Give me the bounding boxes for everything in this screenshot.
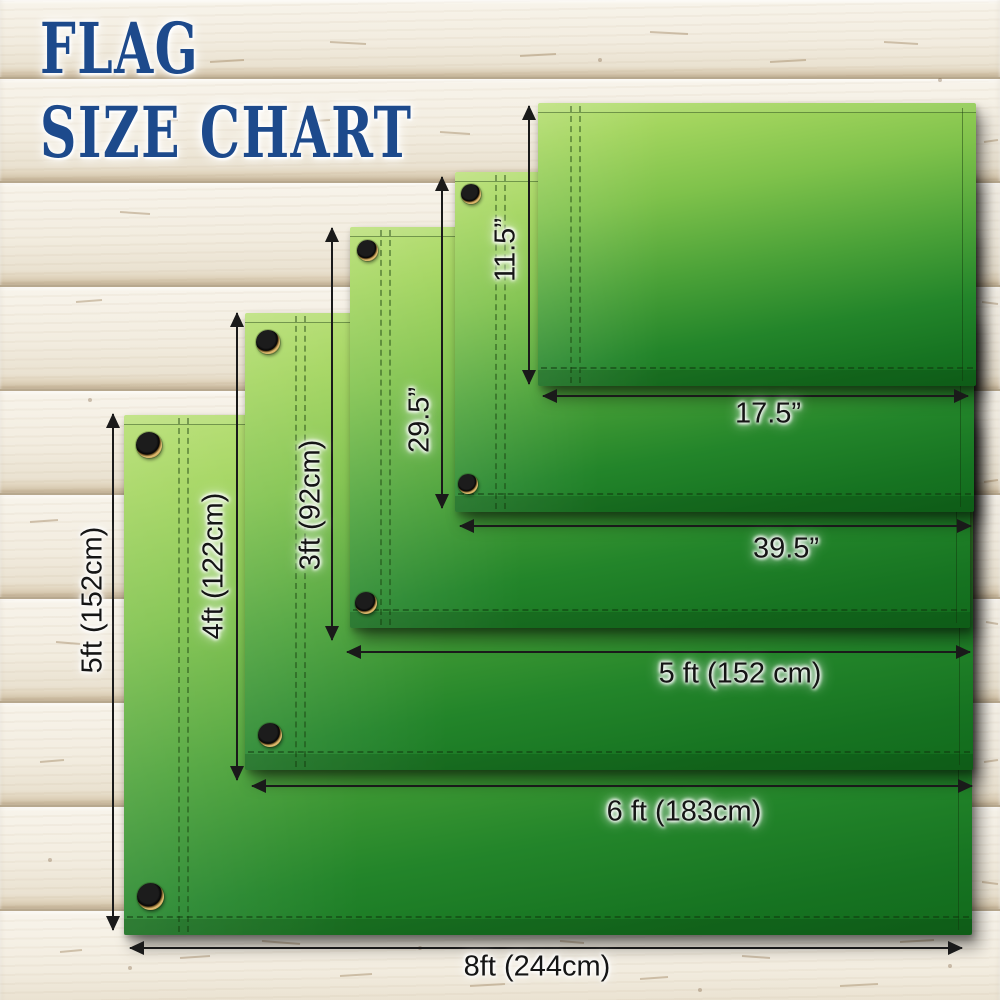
- height-arrow-3ft: [331, 228, 333, 640]
- page-title-line-2: SIZE CHART: [40, 91, 413, 174]
- width-label-8ft: 8ft (244cm): [463, 950, 611, 983]
- grommet-bottom-icon: [137, 883, 164, 910]
- height-arrow-5ft: [112, 414, 114, 930]
- flag-bottom-stitching: [127, 916, 969, 918]
- flag-bottom-stitching: [458, 493, 971, 495]
- width-arrow-8ft: [130, 947, 962, 949]
- grommet-top-icon: [461, 184, 481, 204]
- flag-top-hem: [538, 103, 976, 113]
- flag-left-stitching: [495, 175, 506, 509]
- wood-plank: [0, 0, 1000, 79]
- flag-bottom-fold: [245, 754, 973, 770]
- width-arrow-39in: [460, 525, 971, 527]
- flag-bottom-fold: [124, 919, 972, 935]
- flag-17in: [538, 103, 976, 386]
- page-title-line-1: FLAG: [40, 7, 200, 90]
- flag-bottom-fold: [538, 370, 976, 386]
- height-label-5ft: 5ft (152cm): [76, 526, 109, 674]
- height-arrow-11in: [528, 106, 530, 384]
- width-arrow-6ft: [252, 785, 972, 787]
- flag-bottom-stitching: [248, 751, 970, 753]
- width-label-39in: 39.5”: [752, 532, 820, 565]
- height-label-3ft: 3ft (92cm): [294, 439, 327, 571]
- height-arrow-29in: [441, 177, 443, 508]
- height-label-11in: 11.5”: [489, 218, 522, 282]
- flag-left-stitching: [570, 106, 581, 383]
- flag-left-stitching: [380, 230, 391, 625]
- flag-bottom-fold: [455, 496, 974, 512]
- width-label-6ft: 6 ft (183cm): [606, 795, 762, 828]
- flag-bottom-stitching: [353, 609, 967, 611]
- flag-right-stitching: [962, 108, 963, 381]
- flag-bottom-stitching: [541, 367, 973, 369]
- grommet-top-icon: [136, 432, 162, 458]
- grommet-bottom-icon: [458, 474, 478, 494]
- flag-bottom-fold: [350, 612, 970, 628]
- width-arrow-5ft: [347, 651, 970, 653]
- grommet-bottom-icon: [258, 723, 282, 747]
- height-arrow-4ft: [236, 313, 238, 780]
- height-label-29in: 29.5”: [403, 386, 436, 454]
- title-block: FLAG SIZE CHART: [40, 14, 412, 168]
- grommet-top-icon: [357, 240, 378, 261]
- height-label-4ft: 4ft (122cm): [197, 492, 230, 640]
- flag-left-stitching: [295, 316, 306, 767]
- width-label-17in: 17.5”: [734, 397, 802, 430]
- width-label-5ft: 5 ft (152 cm): [658, 657, 822, 690]
- flag-left-stitching: [178, 418, 189, 932]
- width-arrow-17in: [543, 395, 968, 397]
- grommet-top-icon: [256, 330, 280, 354]
- grommet-bottom-icon: [355, 592, 377, 614]
